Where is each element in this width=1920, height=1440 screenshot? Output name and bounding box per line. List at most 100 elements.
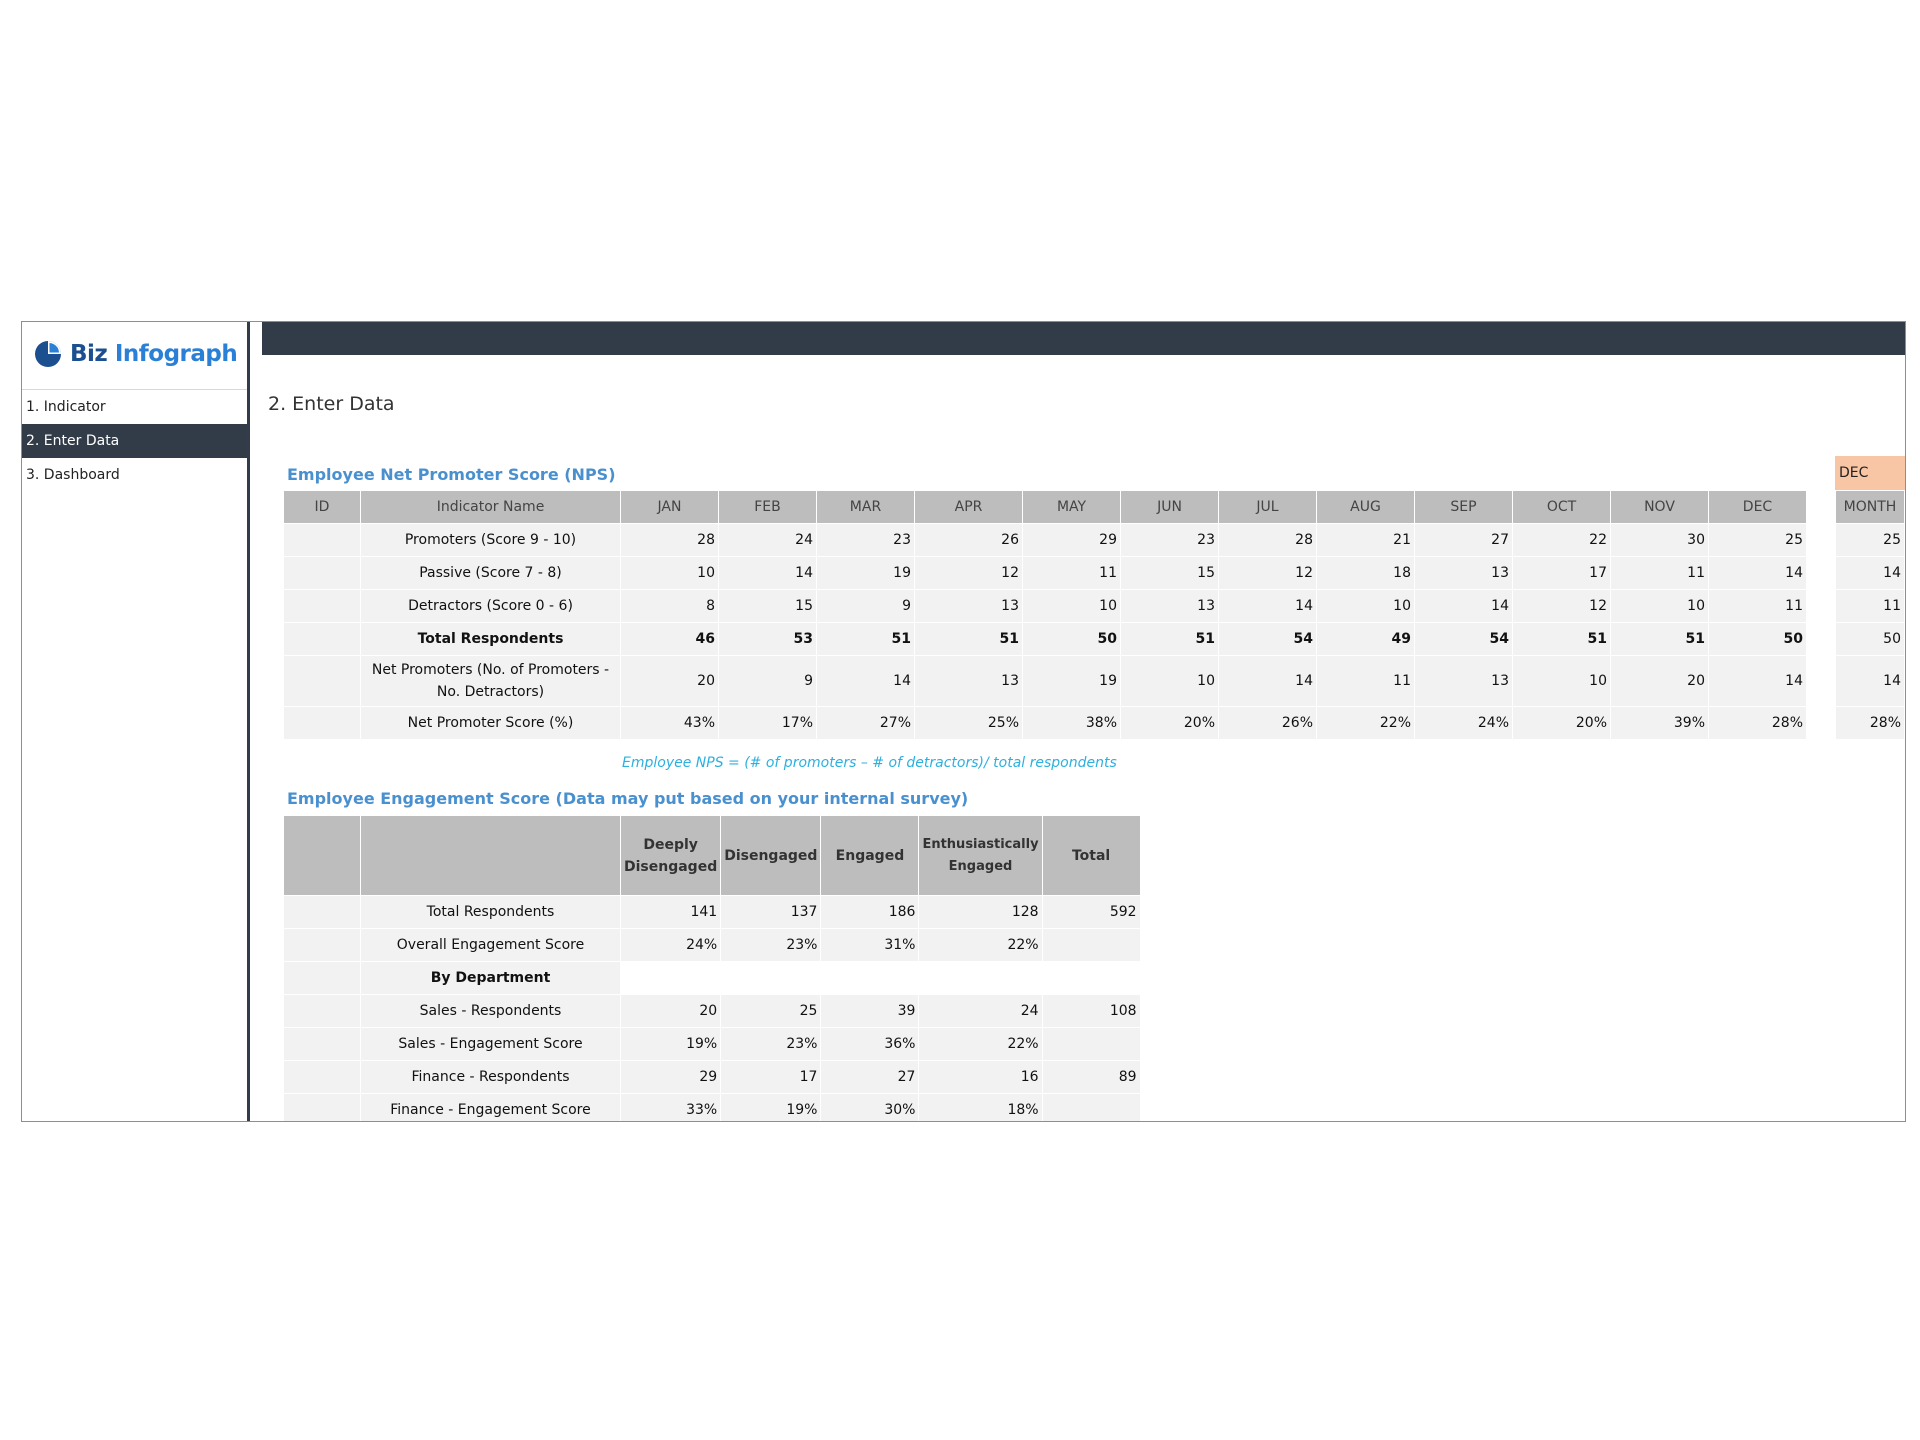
value-cell[interactable]: 16 <box>918 1060 1043 1094</box>
id-cell[interactable] <box>283 556 361 590</box>
id-cell[interactable] <box>283 994 361 1028</box>
value-cell[interactable]: 128 <box>918 895 1043 929</box>
value-cell[interactable]: 89 <box>1041 1060 1141 1094</box>
value-cell[interactable]: 14 <box>816 655 915 707</box>
value-cell[interactable]: 27 <box>820 1060 920 1094</box>
value-cell[interactable]: 27 <box>1414 523 1513 557</box>
value-cell[interactable]: 11 <box>1610 556 1709 590</box>
id-cell[interactable] <box>283 589 361 623</box>
value-cell[interactable]: 12 <box>1512 589 1611 623</box>
id-cell[interactable] <box>283 655 361 707</box>
value-cell[interactable]: 33% <box>619 1093 722 1121</box>
value-cell[interactable]: 21 <box>1316 523 1415 557</box>
value-cell[interactable]: 10 <box>1120 655 1219 707</box>
value-cell[interactable]: 13 <box>914 655 1023 707</box>
id-cell[interactable] <box>283 928 361 962</box>
value-cell[interactable]: 10 <box>620 556 719 590</box>
value-cell[interactable]: 15 <box>718 589 817 623</box>
value-cell[interactable]: 54 <box>1414 622 1513 656</box>
value-cell[interactable]: 25 <box>1708 523 1807 557</box>
value-cell[interactable] <box>1041 1093 1141 1121</box>
value-cell[interactable]: 141 <box>619 895 722 929</box>
value-cell[interactable]: 186 <box>820 895 920 929</box>
value-cell[interactable]: 46 <box>620 622 719 656</box>
value-cell[interactable]: 54 <box>1218 622 1317 656</box>
value-cell[interactable]: 108 <box>1041 994 1141 1028</box>
value-cell[interactable]: 20 <box>620 655 719 707</box>
value-cell[interactable]: 10 <box>1316 589 1415 623</box>
value-cell[interactable]: 29 <box>1022 523 1121 557</box>
value-cell[interactable]: 28% <box>1708 706 1807 740</box>
value-cell[interactable]: 13 <box>1414 655 1513 707</box>
value-cell[interactable]: 10 <box>1022 589 1121 623</box>
value-cell[interactable]: 19 <box>816 556 915 590</box>
value-cell[interactable]: 17% <box>718 706 817 740</box>
id-cell[interactable] <box>283 622 361 656</box>
value-cell[interactable]: 30% <box>820 1093 920 1121</box>
value-cell[interactable]: 137 <box>720 895 822 929</box>
id-cell[interactable] <box>283 1060 361 1094</box>
value-cell[interactable]: 11 <box>1708 589 1807 623</box>
value-cell[interactable]: 51 <box>816 622 915 656</box>
value-cell[interactable]: 25% <box>914 706 1023 740</box>
value-cell[interactable]: 20% <box>1120 706 1219 740</box>
value-cell[interactable] <box>720 961 822 995</box>
value-cell[interactable]: 51 <box>1120 622 1219 656</box>
value-cell[interactable]: 19 <box>1022 655 1121 707</box>
value-cell[interactable]: 24 <box>718 523 817 557</box>
value-cell[interactable]: 39% <box>1610 706 1709 740</box>
value-cell[interactable]: 9 <box>816 589 915 623</box>
selected-month-cell[interactable]: DEC <box>1835 456 1905 490</box>
sidebar-item-dashboard[interactable]: 3. Dashboard <box>26 467 120 483</box>
value-cell[interactable]: 12 <box>1218 556 1317 590</box>
value-cell[interactable]: 23% <box>720 1027 822 1061</box>
value-cell[interactable]: 13 <box>1120 589 1219 623</box>
id-cell[interactable] <box>283 895 361 929</box>
value-cell[interactable]: 10 <box>1512 655 1611 707</box>
value-cell[interactable] <box>619 961 722 995</box>
sidebar-item-indicator[interactable]: 1. Indicator <box>26 399 106 415</box>
value-cell[interactable]: 28 <box>1218 523 1317 557</box>
value-cell[interactable]: 14 <box>718 556 817 590</box>
value-cell[interactable]: 22 <box>1512 523 1611 557</box>
value-cell[interactable]: 51 <box>914 622 1023 656</box>
value-cell[interactable]: 51 <box>1610 622 1709 656</box>
value-cell[interactable]: 20 <box>619 994 722 1028</box>
value-cell[interactable]: 22% <box>1316 706 1415 740</box>
value-cell[interactable]: 28 <box>620 523 719 557</box>
value-cell[interactable]: 50 <box>1708 622 1807 656</box>
value-cell[interactable]: 9 <box>718 655 817 707</box>
value-cell[interactable]: 24% <box>619 928 722 962</box>
value-cell[interactable]: 43% <box>620 706 719 740</box>
id-cell[interactable] <box>283 523 361 557</box>
value-cell[interactable]: 36% <box>820 1027 920 1061</box>
value-cell[interactable]: 14 <box>1218 655 1317 707</box>
value-cell[interactable]: 20 <box>1610 655 1709 707</box>
value-cell[interactable]: 8 <box>620 589 719 623</box>
id-cell[interactable] <box>283 1093 361 1121</box>
value-cell[interactable]: 14 <box>1708 556 1807 590</box>
value-cell[interactable]: 23 <box>816 523 915 557</box>
value-cell[interactable]: 26 <box>914 523 1023 557</box>
id-cell[interactable] <box>283 706 361 740</box>
value-cell[interactable]: 27% <box>816 706 915 740</box>
value-cell[interactable] <box>820 961 920 995</box>
value-cell[interactable]: 22% <box>918 1027 1043 1061</box>
value-cell[interactable]: 24 <box>918 994 1043 1028</box>
value-cell[interactable]: 14 <box>1708 655 1807 707</box>
id-cell[interactable] <box>283 961 361 995</box>
value-cell[interactable]: 19% <box>619 1027 722 1061</box>
value-cell[interactable]: 23 <box>1120 523 1219 557</box>
value-cell[interactable]: 18 <box>1316 556 1415 590</box>
value-cell[interactable]: 31% <box>820 928 920 962</box>
value-cell[interactable]: 13 <box>1414 556 1513 590</box>
sidebar-item-enter-data[interactable]: 2. Enter Data <box>22 424 247 458</box>
value-cell[interactable]: 29 <box>619 1060 722 1094</box>
value-cell[interactable]: 19% <box>720 1093 822 1121</box>
value-cell[interactable]: 11 <box>1316 655 1415 707</box>
value-cell[interactable]: 24% <box>1414 706 1513 740</box>
value-cell[interactable] <box>1041 928 1141 962</box>
value-cell[interactable]: 25 <box>720 994 822 1028</box>
value-cell[interactable]: 11 <box>1022 556 1121 590</box>
value-cell[interactable]: 14 <box>1218 589 1317 623</box>
